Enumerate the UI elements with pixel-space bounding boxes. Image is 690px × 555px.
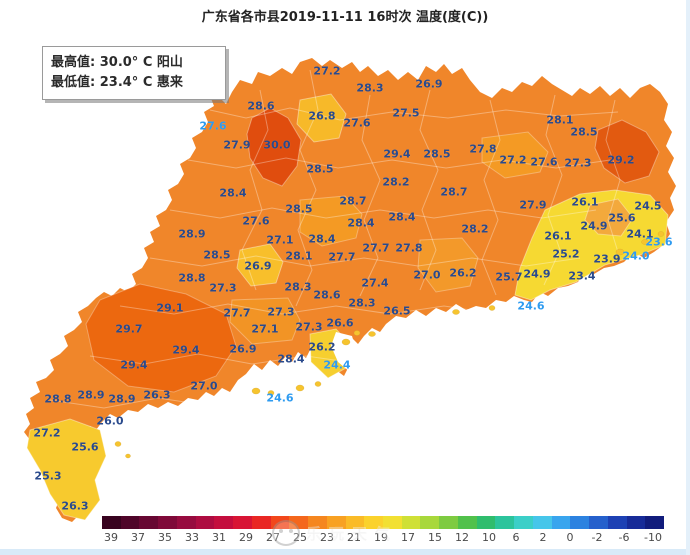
colorbar-segment	[326, 516, 346, 529]
colorbar-segment	[626, 516, 646, 529]
islands	[114, 231, 665, 459]
colorbar-segment	[345, 516, 365, 529]
colorbar-tick: 12	[455, 531, 469, 544]
colorbar-tick: 31	[212, 531, 226, 544]
colorbar-segment	[176, 516, 196, 529]
warm-patch-mid1	[299, 195, 363, 247]
page-title: 广东省各市县2019-11-11 16时次 温度(度(C))	[201, 10, 489, 25]
warm-patch-west	[85, 283, 237, 393]
pearl-river-estuary	[331, 332, 358, 372]
hot-patch-northeast	[594, 119, 660, 184]
colorbar-segment	[514, 516, 533, 529]
colorbar-segment	[158, 516, 177, 529]
warm-patch-mid2	[481, 131, 549, 179]
min-max-info-box: 最高值: 30.0° C 阳山 最低值: 23.4° C 惠来	[42, 46, 226, 100]
colorbar-segment	[551, 516, 571, 529]
province-outline	[24, 58, 676, 522]
watermark-text: 乐玩天气	[306, 524, 399, 543]
colorbar-tick: 21	[347, 531, 361, 544]
colorbar-tick: 19	[374, 531, 388, 544]
hot-patch-yangshan	[246, 107, 302, 187]
colorbar-tick: -6	[618, 531, 630, 544]
colorbar-tick: 39	[104, 531, 118, 544]
colorbar-segment	[495, 516, 515, 529]
warm-patch-mid3	[417, 237, 479, 293]
watermark: 乐玩天气	[272, 520, 398, 546]
colorbar-tick: -10	[644, 531, 662, 544]
colorbar-segment	[439, 516, 458, 529]
colorbar-segment	[607, 516, 627, 529]
colorbar-tick: 2	[539, 531, 547, 544]
colorbar-segment	[532, 516, 552, 529]
colorbar-tick: 37	[131, 531, 145, 544]
colorbar-tick: 33	[185, 531, 199, 544]
colorbar-segment	[457, 516, 477, 529]
colorbar-segment	[476, 516, 496, 529]
colorbar-tick: 10	[482, 531, 496, 544]
colorbar-segment	[364, 516, 384, 529]
warm-patch-mid4	[229, 297, 301, 345]
colorbar-segment	[233, 516, 252, 529]
colorbar-segment	[645, 516, 665, 529]
colorbar-segment	[383, 516, 402, 529]
colorbar-segment	[139, 516, 159, 529]
county-borders	[49, 69, 621, 409]
colorbar-segment	[308, 516, 327, 529]
colorbar-tick: 15	[428, 531, 442, 544]
colorbar-segment	[589, 516, 608, 529]
cool-patch-center	[236, 243, 284, 287]
colorbar-segment	[214, 516, 234, 529]
colorbar-segment	[195, 516, 215, 529]
warm-inset-east	[584, 198, 634, 237]
colorbar-segment	[570, 516, 590, 529]
cool-patch-north	[296, 93, 347, 143]
right-edge-strip	[686, 0, 690, 555]
max-value-line: 最高值: 30.0° C 阳山	[51, 55, 183, 70]
colorbar-tick: 17	[401, 531, 415, 544]
smiley-face-icon	[272, 520, 300, 546]
colorbar-segment	[251, 516, 271, 529]
bottom-edge-strip	[0, 549, 690, 555]
temperature-colorbar: 393735333129272523211917151210620-2-6-10	[102, 516, 665, 544]
min-value-line: 最低值: 23.4° C 惠来	[51, 75, 183, 90]
colorbar-segment	[120, 516, 140, 529]
colorbar-tick: 29	[239, 531, 253, 544]
colorbar-segment	[401, 516, 421, 529]
colorbar-tick: 6	[512, 531, 520, 544]
colorbar-tick: 0	[566, 531, 574, 544]
colorbar-tick: 23	[320, 531, 334, 544]
colorbar-segment	[420, 516, 440, 529]
colorbar-tick: 35	[158, 531, 172, 544]
cool-patch-peninsula	[26, 418, 107, 521]
colorbar-tick: -2	[591, 531, 603, 544]
colorbar-tick-labels: 393735333129272523211917151210620-2-6-10	[102, 531, 664, 544]
colorbar-segment	[102, 516, 121, 529]
